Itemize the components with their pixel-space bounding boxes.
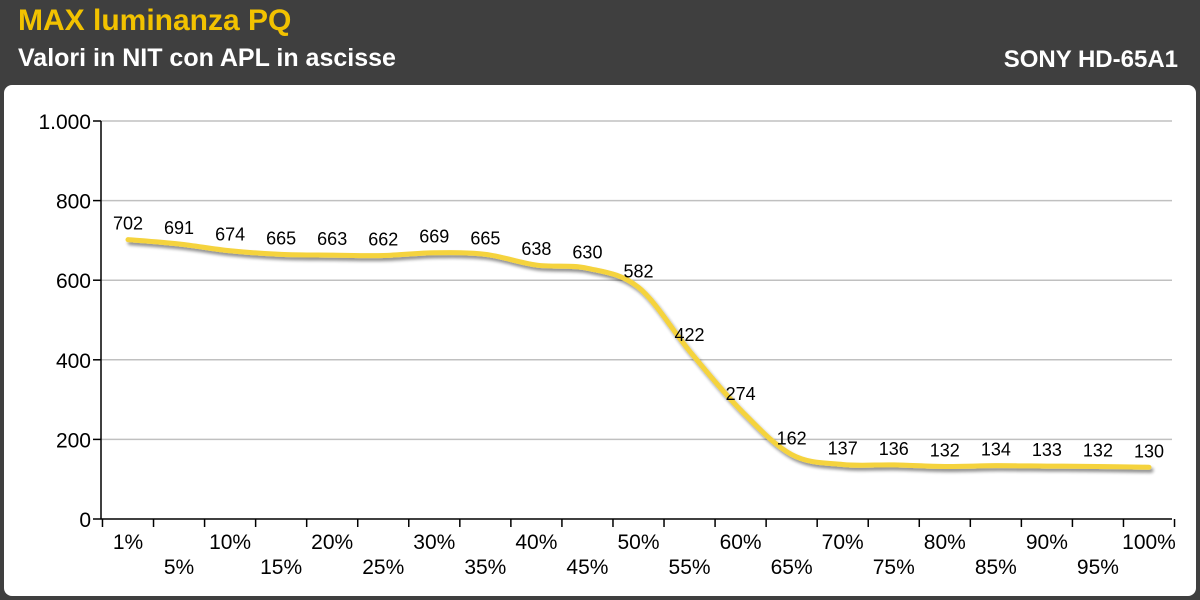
x-tick-label: 70%	[822, 531, 864, 554]
data-label: 665	[266, 228, 296, 248]
data-label: 669	[419, 227, 449, 247]
x-tick-label: 85%	[975, 556, 1017, 579]
x-tick-label: 20%	[311, 531, 353, 554]
x-tick-label: 40%	[515, 531, 557, 554]
x-tick-label: 65%	[771, 556, 813, 579]
x-tick-label: 1%	[113, 531, 143, 554]
x-tick-label: 5%	[164, 556, 194, 579]
x-tick-label: 50%	[617, 531, 659, 554]
x-tick-label: 75%	[873, 556, 915, 579]
x-tick-label: 80%	[924, 531, 966, 554]
data-label: 422	[675, 325, 705, 345]
data-label: 630	[572, 242, 602, 262]
data-label: 137	[828, 438, 858, 458]
x-tick-label: 10%	[209, 531, 251, 554]
series-line	[125, 237, 1152, 470]
x-tick-label: 35%	[464, 556, 506, 579]
data-label: 133	[1032, 440, 1062, 460]
data-label: 638	[521, 239, 551, 259]
data-label: 162	[777, 429, 807, 449]
y-tick-label: 1.000	[38, 111, 91, 134]
x-tick-label: 55%	[669, 556, 711, 579]
y-tick-label: 400	[56, 350, 91, 373]
y-tick-label: 800	[56, 191, 91, 214]
data-label: 691	[164, 218, 194, 238]
x-tick-label: 45%	[566, 556, 608, 579]
x-tick-label: 95%	[1077, 556, 1119, 579]
data-label: 582	[623, 261, 653, 281]
y-tick-label: 600	[56, 270, 91, 293]
line-chart: 0 200 400 600 800 1.000 1% 5% 10% 15% 20% 25% 30% 35%…	[38, 111, 1175, 579]
chart-title: MAX luminanza PQ	[18, 4, 292, 37]
data-label: 132	[930, 440, 960, 460]
device-model: SONY HD-65A1	[1003, 46, 1178, 73]
y-tick-label: 200	[56, 429, 91, 452]
chart-subtitle: Valori in NIT con APL in ascisse	[18, 44, 396, 72]
x-tick-label: 90%	[1026, 531, 1068, 554]
x-tick-label: 15%	[260, 556, 302, 579]
data-label: 665	[470, 228, 500, 248]
data-label: 136	[879, 439, 909, 459]
plot-panel: 0 200 400 600 800 1.000 1% 5% 10% 15% 20% 25% 30% 35%…	[4, 85, 1196, 596]
data-label: 274	[726, 384, 756, 404]
data-label: 132	[1083, 440, 1113, 460]
data-label: 663	[317, 229, 347, 249]
data-label: 134	[981, 440, 1011, 460]
data-label: 130	[1134, 441, 1164, 461]
data-label: 702	[113, 214, 143, 234]
x-tick-label: 30%	[413, 531, 455, 554]
data-labels: 702 691 674 665 663 662 669 665 638 630 582 422 274 1…	[113, 214, 1164, 462]
x-tick-label: 25%	[362, 556, 404, 579]
x-tick-label: 100%	[1122, 531, 1176, 554]
data-label: 662	[368, 230, 398, 250]
chart-header: MAX luminanza PQ Valori in NIT con APL i…	[0, 0, 1200, 84]
x-tick-label: 60%	[720, 531, 762, 554]
gridlines	[101, 120, 1172, 441]
axes: 0 200 400 600 800 1.000 1% 5% 10% 15% 20% 25% 30% 35%…	[38, 111, 1175, 579]
y-tick-label: 0	[79, 509, 91, 532]
series-layer	[125, 237, 1152, 470]
data-label: 674	[215, 225, 245, 245]
